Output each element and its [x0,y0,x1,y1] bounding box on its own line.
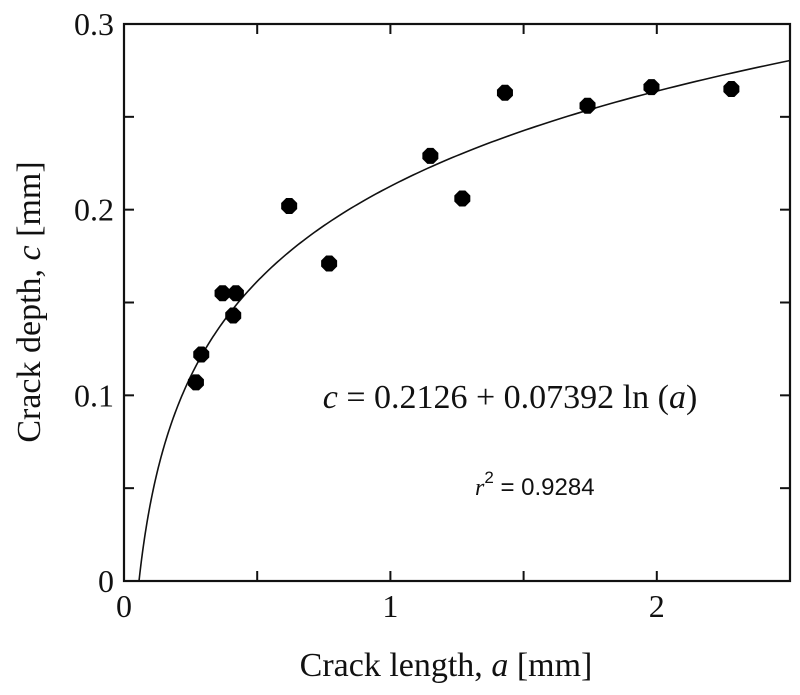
y-label-pre: Crack depth, [11,260,48,442]
data-point [723,80,740,97]
equation-mid: = 0.2126 + 0.07392 ln ( [338,379,669,416]
x-label-pre: Crack length, [300,647,492,684]
data-point [193,346,210,363]
data-point [643,79,660,96]
fit-curve [138,59,791,582]
data-point [187,374,204,391]
equation-var: a [669,379,686,416]
data-point [422,147,439,164]
r2-annotation: r2 = 0.9284 [475,468,595,501]
y-axis-label: Crack depth, c [mm] [11,161,48,442]
data-point [579,97,596,114]
y-tick-label: 0.3 [74,6,114,42]
data-point [496,84,513,101]
x-label-var: a [491,647,508,684]
r2-var: r [475,475,485,501]
equation-rhs: ) [686,379,697,416]
r2-value: = 0.9284 [494,474,595,501]
equation-annotation: c = 0.2126 + 0.07392 ln (a) [323,379,698,416]
plot-frame [122,22,792,583]
y-tick-label: 0.2 [74,192,114,228]
x-tick-label: 0 [116,588,132,624]
data-point [454,190,471,207]
data-point [227,285,244,302]
x-tick-label: 2 [649,588,665,624]
data-point [281,197,298,214]
x-tick-label: 1 [382,588,398,624]
data-point [225,307,242,324]
data-point [321,255,338,272]
y-tick-label: 0 [98,563,114,599]
x-axis-label: Crack length, a [mm] [300,647,593,684]
equation-lhs: c [323,379,338,416]
x-label-post: [mm] [508,647,592,684]
y-label-var: c [11,245,48,260]
y-label-post: [mm] [11,161,48,245]
data-point [214,285,231,302]
r2-sup: 2 [484,468,493,487]
y-tick-label: 0.1 [74,377,114,413]
